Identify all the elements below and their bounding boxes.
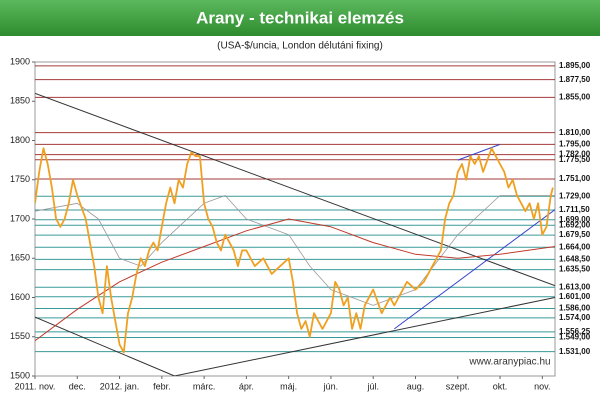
plot-area	[34, 61, 556, 377]
x-tick-label: márc.	[193, 381, 216, 391]
level-label: 1.855,00	[559, 92, 591, 101]
chart-subtitle: (USA-$/uncia, London délutáni fixing)	[217, 41, 383, 52]
level-label: 1.635,50	[559, 265, 591, 274]
level-label: 1.729,00	[559, 191, 591, 200]
level-label: 1.556,25	[559, 327, 591, 336]
trend-line	[457, 143, 501, 161]
level-label: 1.613,00	[559, 282, 591, 291]
x-tick-label: júl.	[366, 381, 379, 391]
y-tick-label: 1850	[10, 96, 30, 106]
level-label: 1.574,00	[559, 313, 591, 322]
level-label: 1.648,50	[559, 255, 591, 264]
level-label: 1.810,00	[559, 128, 591, 137]
level-label: 1.775,50	[559, 155, 591, 164]
price-line	[35, 218, 555, 342]
y-tick-label: 1500	[10, 370, 30, 380]
level-label: 1.711,50	[559, 205, 590, 214]
level-label: 1.692,00	[559, 220, 591, 229]
y-tick-label: 1600	[10, 292, 30, 302]
x-tick-label: 2011. nov.	[15, 381, 56, 391]
y-tick-label: 1550	[10, 331, 30, 341]
level-label: 1.664,00	[559, 242, 591, 251]
x-tick-label: ápr.	[239, 381, 254, 391]
y-tick-label: 1900	[10, 56, 30, 66]
plot-content	[35, 65, 555, 376]
trend-line	[35, 92, 555, 287]
level-label: 1.751,00	[559, 174, 591, 183]
x-tick-label: nov.	[534, 381, 550, 391]
x-tick-label: okt.	[493, 381, 508, 391]
title-banner	[0, 0, 600, 36]
trend-line	[35, 297, 555, 376]
x-tick-label: febr.	[153, 381, 171, 391]
level-label: 1.601,00	[559, 292, 591, 301]
level-label: 1.679,50	[559, 230, 591, 239]
trend-line	[394, 209, 555, 330]
level-label: 1.877,50	[559, 75, 591, 84]
level-label: 1.895,00	[559, 61, 591, 70]
level-label: 1.699,00	[559, 215, 591, 224]
watermark: www.aranypiac.hu	[468, 357, 550, 368]
y-tick-label: 1750	[10, 174, 30, 184]
chart-title: Arany - technikai elemzés	[196, 8, 404, 27]
y-tick-label: 1700	[10, 213, 30, 223]
x-tick-label: máj.	[280, 381, 297, 391]
x-tick-label: aug.	[407, 381, 425, 391]
y-tick-label: 1650	[10, 253, 30, 263]
x-tick-label: dec.	[69, 381, 86, 391]
x-tick-label: jún.	[323, 381, 339, 391]
level-label: 1.586,00	[559, 304, 591, 313]
level-label: 1.549,00	[559, 333, 591, 342]
level-label: 1.795,00	[559, 140, 591, 149]
level-label: 1.782,00	[559, 150, 591, 159]
price-line	[35, 147, 554, 354]
y-tick-label: 1800	[10, 135, 30, 145]
x-tick-label: szept.	[446, 381, 470, 391]
x-tick-label: 2012. jan.	[100, 381, 140, 391]
level-label: 1.531,00	[559, 347, 591, 356]
